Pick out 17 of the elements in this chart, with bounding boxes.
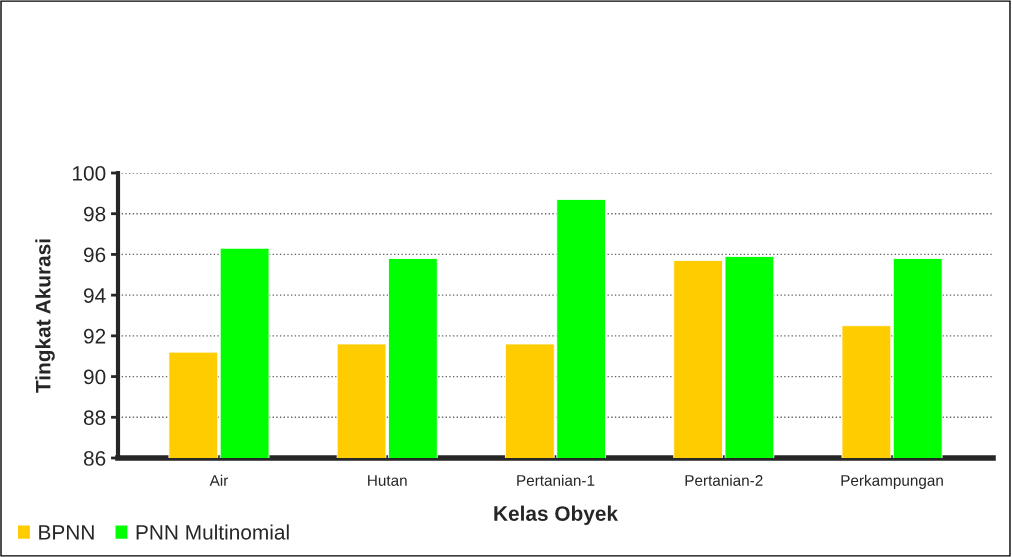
- x-axis-title: Kelas Obyek: [494, 505, 619, 525]
- x-tick-label: Hutan: [368, 475, 407, 486]
- x-tick-label: Pertanian-2: [685, 474, 763, 486]
- y-axis-title: Tingkat Akurasi: [35, 239, 55, 393]
- x-tick-label: Pertanian-1: [517, 474, 595, 486]
- y-tick-label: 94: [84, 288, 106, 303]
- legend-label: PNN Multinomial: [136, 524, 289, 540]
- y-tick-label: 92: [84, 328, 106, 344]
- y-tick-label: 98: [84, 206, 106, 222]
- y-tick-label: 90: [84, 369, 106, 385]
- y-tick-label: 96: [84, 247, 106, 263]
- y-tick-label: 100: [73, 166, 106, 181]
- y-tick-label: 86: [83, 451, 106, 466]
- y-tick-label: 88: [83, 410, 106, 426]
- x-tick-label: Air: [209, 474, 229, 486]
- x-tick-label: Perkampungan: [841, 474, 943, 489]
- legend-label: BPNN: [39, 525, 94, 540]
